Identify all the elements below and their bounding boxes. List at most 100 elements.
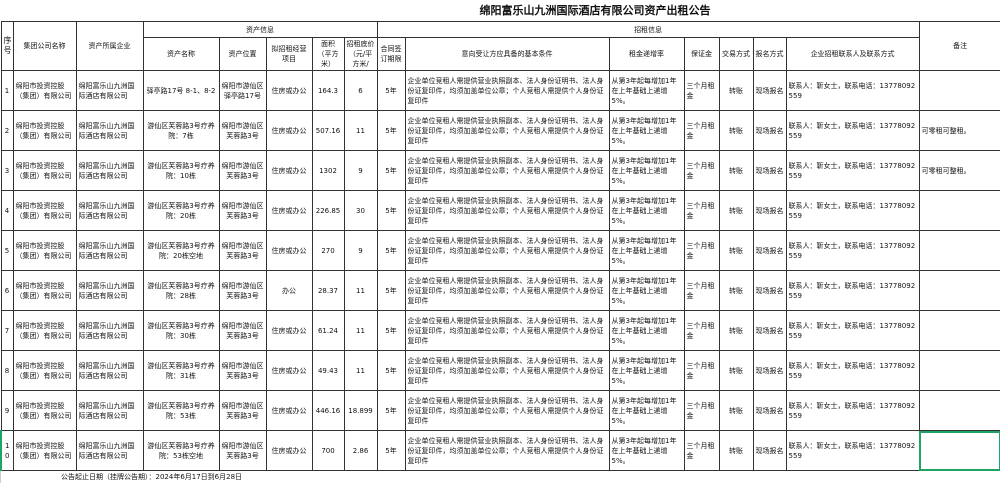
- cell-deposit[interactable]: 三个月租金: [683, 390, 720, 431]
- cell-trade[interactable]: 转账: [718, 390, 754, 431]
- cell-seq[interactable]: 8: [0, 350, 14, 391]
- cell-enterprise[interactable]: 绵阳富乐山九洲国际酒店有限公司: [75, 310, 144, 351]
- cell-term[interactable]: 5年: [376, 70, 406, 111]
- cell-enterprise[interactable]: 绵阳富乐山九洲国际酒店有限公司: [75, 110, 144, 151]
- cell-price[interactable]: 2.86: [343, 430, 378, 471]
- cell-increase[interactable]: 从第3年起每增加1年在上年基础上递增5%。: [608, 110, 685, 151]
- header-seq[interactable]: 序号: [0, 21, 14, 71]
- cell-contact[interactable]: 联系人：靳女士，联系电话：13778092559: [785, 230, 920, 271]
- cell-project[interactable]: 住房或办公: [265, 230, 313, 271]
- cell-project[interactable]: 办公: [265, 270, 313, 311]
- cell-trade[interactable]: 转账: [718, 310, 754, 351]
- cell-trade[interactable]: 转账: [718, 230, 754, 271]
- cell-signup[interactable]: 现场报名: [752, 150, 787, 191]
- cell-group[interactable]: 绵阳市投资控股（集团）有限公司: [12, 230, 77, 271]
- cell-price[interactable]: 11: [343, 350, 378, 391]
- cell-group[interactable]: 绵阳市投资控股（集团）有限公司: [12, 190, 77, 231]
- cell-remarks[interactable]: [918, 270, 1000, 311]
- cell-term[interactable]: 5年: [376, 310, 406, 351]
- cell-location[interactable]: 绵阳市游仙区芙蓉路3号: [218, 390, 267, 431]
- header-lease-info[interactable]: 招租信息: [376, 21, 920, 38]
- cell-price[interactable]: 11: [343, 310, 378, 351]
- cell-area[interactable]: 164.3: [311, 70, 345, 111]
- cell-signup[interactable]: 现场报名: [752, 350, 787, 391]
- cell-conditions[interactable]: 企业单位竞租人需提供营业执照副本、法人身份证明书、法人身份证复印件，均须加盖单位…: [404, 270, 610, 311]
- cell-contact[interactable]: 联系人：靳女士，联系电话：13778092559: [785, 270, 920, 311]
- cell-group[interactable]: 绵阳市投资控股（集团）有限公司: [12, 390, 77, 431]
- header-deposit[interactable]: 保证金: [683, 37, 720, 71]
- cell-contact[interactable]: 联系人：靳女士，联系电话：13778092559: [785, 110, 920, 151]
- cell-signup[interactable]: 现场报名: [752, 270, 787, 311]
- cell-conditions[interactable]: 企业单位竞租人需提供营业执照副本、法人身份证明书、法人身份证复印件，均须加盖单位…: [404, 310, 610, 351]
- header-asset-name[interactable]: 资产名称: [142, 37, 220, 71]
- cell-signup[interactable]: 现场报名: [752, 110, 787, 151]
- cell-group[interactable]: 绵阳市投资控股（集团）有限公司: [12, 110, 77, 151]
- cell-increase[interactable]: 从第3年起每增加1年在上年基础上递增5%。: [608, 430, 685, 471]
- cell-signup[interactable]: 现场报名: [752, 230, 787, 271]
- cell-enterprise[interactable]: 绵阳富乐山九洲国际酒店有限公司: [75, 230, 144, 271]
- cell-deposit[interactable]: 三个月租金: [683, 230, 720, 271]
- cell-seq[interactable]: 4: [0, 190, 14, 231]
- cell-price[interactable]: 11: [343, 270, 378, 311]
- cell-area[interactable]: 1302: [311, 150, 345, 191]
- cell-term[interactable]: 5年: [376, 430, 406, 471]
- cell-asset-name[interactable]: 游仙区芙蓉路3号疗养院：10栋: [142, 150, 220, 191]
- cell-area[interactable]: 270: [311, 230, 345, 271]
- cell-conditions[interactable]: 企业单位竞租人需提供营业执照副本、法人身份证明书、法人身份证复印件，均须加盖单位…: [404, 230, 610, 271]
- cell-trade[interactable]: 转账: [718, 270, 754, 311]
- cell-conditions[interactable]: 企业单位竞租人需提供营业执照副本、法人身份证明书、法人身份证复印件，均须加盖单位…: [404, 350, 610, 391]
- cell-asset-name[interactable]: 游仙区芙蓉路3号疗养院：53栋空地: [142, 430, 220, 471]
- cell-increase[interactable]: 从第3年起每增加1年在上年基础上递增5%。: [608, 190, 685, 231]
- cell-seq[interactable]: 6: [0, 270, 14, 311]
- cell-seq[interactable]: 10: [0, 430, 14, 471]
- cell-conditions[interactable]: 企业单位竞租人需提供营业执照副本、法人身份证明书、法人身份证复印件，均须加盖单位…: [404, 430, 610, 471]
- cell-asset-name[interactable]: 游仙区芙蓉路3号疗养院：20栋: [142, 190, 220, 231]
- cell-remarks[interactable]: [918, 70, 1000, 111]
- cell-contact[interactable]: 联系人：靳女士，联系电话：13778092559: [785, 430, 920, 471]
- cell-term[interactable]: 5年: [376, 110, 406, 151]
- cell-deposit[interactable]: 三个月租金: [683, 270, 720, 311]
- cell-enterprise[interactable]: 绵阳富乐山九洲国际酒店有限公司: [75, 350, 144, 391]
- cell-increase[interactable]: 从第3年起每增加1年在上年基础上递增5%。: [608, 70, 685, 111]
- cell-enterprise[interactable]: 绵阳富乐山九洲国际酒店有限公司: [75, 70, 144, 111]
- cell-deposit[interactable]: 三个月租金: [683, 350, 720, 391]
- cell-asset-name[interactable]: 游仙区芙蓉路3号疗养院：28栋: [142, 270, 220, 311]
- header-area[interactable]: 面积（平方米）: [311, 37, 345, 71]
- header-price[interactable]: 招租底价（元/平方米/: [343, 37, 378, 71]
- cell-trade[interactable]: 转账: [718, 110, 754, 151]
- cell-term[interactable]: 5年: [376, 150, 406, 191]
- cell-area[interactable]: 28.37: [311, 270, 345, 311]
- header-enterprise[interactable]: 资产所属企业: [75, 21, 144, 71]
- cell-trade[interactable]: 转账: [718, 70, 754, 111]
- cell-area[interactable]: 61.24: [311, 310, 345, 351]
- cell-asset-name[interactable]: 游仙区芙蓉路3号疗养院：20栋空地: [142, 230, 220, 271]
- cell-increase[interactable]: 从第3年起每增加1年在上年基础上递增5%。: [608, 270, 685, 311]
- cell-term[interactable]: 5年: [376, 270, 406, 311]
- cell-remarks[interactable]: [918, 310, 1000, 351]
- cell-signup[interactable]: 现场报名: [752, 190, 787, 231]
- cell-deposit[interactable]: 三个月租金: [683, 70, 720, 111]
- cell-location[interactable]: 绵阳市游仙区芙蓉路3号: [218, 350, 267, 391]
- cell-price[interactable]: 11: [343, 110, 378, 151]
- cell-location[interactable]: 绵阳市游仙区芙蓉路3号: [218, 310, 267, 351]
- header-asset-info[interactable]: 资产信息: [142, 21, 378, 38]
- cell-term[interactable]: 5年: [376, 230, 406, 271]
- cell-conditions[interactable]: 企业单位竞租人需提供营业执照副本、法人身份证明书、法人身份证复印件，均须加盖单位…: [404, 110, 610, 151]
- cell-project[interactable]: 住房或办公: [265, 310, 313, 351]
- cell-group[interactable]: 绵阳市投资控股（集团）有限公司: [12, 350, 77, 391]
- cell-asset-name[interactable]: 游仙区芙蓉路3号疗养院：53栋: [142, 390, 220, 431]
- cell-term[interactable]: 5年: [376, 390, 406, 431]
- cell-signup[interactable]: 现场报名: [752, 310, 787, 351]
- cell-location[interactable]: 绵阳市游仙区驿亭路17号: [218, 70, 267, 111]
- cell-seq[interactable]: 2: [0, 110, 14, 151]
- cell-location[interactable]: 绵阳市游仙区芙蓉路3号: [218, 190, 267, 231]
- cell-group[interactable]: 绵阳市投资控股（集团）有限公司: [12, 310, 77, 351]
- cell-deposit[interactable]: 三个月租金: [683, 110, 720, 151]
- cell-project[interactable]: 住房或办公: [265, 350, 313, 391]
- cell-group[interactable]: 绵阳市投资控股（集团）有限公司: [12, 70, 77, 111]
- header-increase[interactable]: 租金递增率: [608, 37, 685, 71]
- cell-location[interactable]: 绵阳市游仙区芙蓉路3号: [218, 150, 267, 191]
- cell-price[interactable]: 30: [343, 190, 378, 231]
- cell-seq[interactable]: 7: [0, 310, 14, 351]
- cell-asset-name[interactable]: 游仙区芙蓉路3号疗养院：31栋: [142, 350, 220, 391]
